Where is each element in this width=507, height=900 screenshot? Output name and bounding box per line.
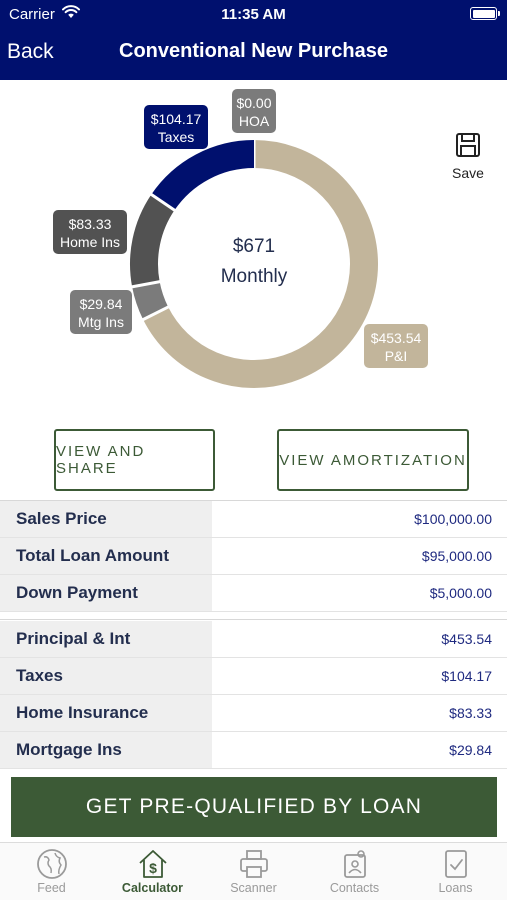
donut-label-taxes: $104.17 Taxes <box>144 105 208 149</box>
tab-contacts[interactable]: Contacts <box>304 846 405 900</box>
donut-label-background <box>53 210 127 254</box>
table-row-mortgage-ins: Mortgage Ins $29.84 <box>0 732 507 769</box>
donut-slice-taxes <box>151 140 255 211</box>
donut-label-name: P&I <box>385 348 408 364</box>
floppy-disk-icon <box>456 133 480 157</box>
battery-icon <box>470 7 500 20</box>
table-row-principal-int: Principal & Int $453.54 <box>0 621 507 658</box>
document-check-icon <box>444 850 467 878</box>
get-pre-qualified-button[interactable]: GET PRE-QUALIFIED BY LOAN <box>11 777 497 837</box>
row-value: $104.17 <box>441 668 492 684</box>
globe-icon <box>36 849 67 879</box>
donut-center-label: Monthly <box>221 266 288 287</box>
tab-label: Scanner <box>230 881 277 895</box>
donut-label-value: $83.33 <box>69 216 112 232</box>
carrier-label: Carrier <box>9 6 55 23</box>
row-label: Home Insurance <box>0 695 212 731</box>
status-time: 11:35 AM <box>221 6 286 23</box>
donut-label-p-i: $453.54 P&I <box>364 324 428 368</box>
tab-label: Feed <box>37 881 66 895</box>
donut-label-name: Taxes <box>158 129 195 145</box>
donut-label-mtg-ins: $29.84 Mtg Ins <box>70 290 132 334</box>
donut-slice-separator <box>149 192 177 212</box>
tab-scanner[interactable]: Scanner <box>203 846 304 900</box>
row-value: $453.54 <box>441 631 492 647</box>
donut-slice-mtg-ins <box>132 281 169 320</box>
donut-label-name: HOA <box>239 113 270 129</box>
donut-slice-separator <box>130 280 161 289</box>
donut-label-background <box>364 324 428 368</box>
donut-label-name: Home Ins <box>60 234 120 250</box>
donut-label-value: $453.54 <box>371 330 422 346</box>
table-divider <box>0 500 507 501</box>
tab-feed[interactable]: Feed <box>1 846 102 900</box>
row-label: Down Payment <box>0 575 212 611</box>
printer-icon <box>239 850 268 878</box>
row-value: $100,000.00 <box>414 511 492 527</box>
status-bar: Carrier 11:35 AM <box>0 0 507 28</box>
donut-center-amount: $671 <box>233 236 275 257</box>
payment-donut-chart: $453.54 P&I $29.84 Mtg Ins $83.33 Home Ins $10… <box>53 89 428 388</box>
table-row-total-loan-amount: Total Loan Amount $95,000.00 <box>0 538 507 575</box>
tab-bar: Feed $ Calculator Scanner Cont <box>0 842 507 900</box>
save-button[interactable]: Save <box>446 132 490 181</box>
row-label: Taxes <box>0 658 212 694</box>
tab-calculator[interactable]: $ Calculator <box>102 846 203 900</box>
donut-label-value: $104.17 <box>151 111 202 127</box>
row-value: $29.84 <box>449 742 492 758</box>
svg-text:$: $ <box>149 860 157 876</box>
contacts-icon <box>343 850 366 878</box>
view-and-share-button[interactable]: VIEW AND SHARE <box>54 429 215 491</box>
row-label: Total Loan Amount <box>0 538 212 574</box>
donut-slice-p-i <box>143 140 378 388</box>
row-label: Principal & Int <box>0 621 212 657</box>
row-label: Sales Price <box>0 501 212 537</box>
donut-label-background <box>144 105 208 149</box>
wifi-icon <box>62 5 80 23</box>
back-button[interactable]: Back <box>7 40 54 63</box>
table-row-down-payment: Down Payment $5,000.00 <box>0 575 507 612</box>
tab-label: Calculator <box>121 881 184 895</box>
table-row-sales-price: Sales Price $100,000.00 <box>0 501 507 538</box>
donut-label-name: Mtg Ins <box>78 314 124 330</box>
save-label: Save <box>452 165 484 181</box>
donut-label-background <box>232 89 276 133</box>
donut-slice-home-ins <box>130 194 175 287</box>
page-title: Conventional New Purchase <box>119 40 388 62</box>
house-dollar-icon: $ <box>138 850 167 878</box>
table-row-taxes: Taxes $104.17 <box>0 658 507 695</box>
donut-label-value: $0.00 <box>236 95 271 111</box>
row-label: Mortgage Ins <box>0 732 212 768</box>
donut-label-value: $29.84 <box>80 296 123 312</box>
table-row-home-insurance: Home Insurance $83.33 <box>0 695 507 732</box>
row-value: $5,000.00 <box>429 585 492 601</box>
donut-label-background <box>70 290 132 334</box>
tab-loans[interactable]: Loans <box>405 846 506 900</box>
view-amortization-button[interactable]: VIEW AMORTIZATION <box>277 429 469 491</box>
donut-label-home-ins: $83.33 Home Ins <box>53 210 127 254</box>
donut-label-hoa: $0.00 HOA <box>232 89 276 133</box>
tab-label: Contacts <box>329 881 380 895</box>
row-value: $83.33 <box>449 705 492 721</box>
row-value: $95,000.00 <box>421 548 492 564</box>
section-divider <box>0 619 507 620</box>
tab-label: Loans <box>438 881 473 895</box>
donut-slice-separator <box>141 305 170 322</box>
navigation-bar: Carrier 11:35 AM Back Conventional New P… <box>0 0 507 80</box>
